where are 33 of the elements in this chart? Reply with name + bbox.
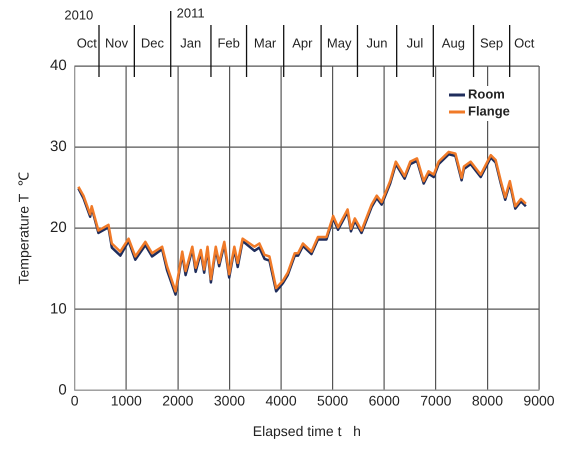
text: Apr [292, 36, 314, 51]
y-tick-label: 40 [50, 57, 67, 74]
legend-label: Flange [468, 104, 510, 119]
y-axis-title: Temperature T ℃ [16, 172, 32, 285]
y-tick-label: 30 [50, 138, 67, 156]
y-tick-label: 20 [50, 219, 67, 236]
text: Dec [140, 36, 165, 51]
text: 2010 [64, 8, 94, 23]
text: Oct [76, 36, 98, 51]
text: Jun [366, 36, 388, 51]
text: Mar [254, 36, 277, 51]
text: Jul [406, 36, 424, 51]
x-tick-label: 3000 [214, 392, 246, 408]
x-tick-label: 0 [70, 392, 79, 408]
y-tick-label: 10 [50, 300, 67, 318]
x-tick-label: 2000 [162, 392, 194, 408]
x-tick-label: 6000 [368, 392, 400, 408]
text: Jan [180, 36, 202, 51]
legend-label: Room [468, 86, 505, 102]
text: Sep [480, 36, 504, 51]
x-axis-title: Elapsed time t h [252, 423, 361, 440]
x-tick-label: 1000 [110, 392, 142, 408]
text: 2011 [176, 6, 205, 21]
x-tick-label: 5000 [317, 392, 348, 408]
text: Feb [217, 36, 240, 51]
x-tick-label: 7000 [420, 392, 452, 408]
text: May [326, 36, 352, 51]
text: Oct [514, 36, 535, 51]
text: Nov [105, 36, 129, 51]
x-tick-label: 8000 [472, 392, 504, 408]
text: Aug [442, 36, 465, 51]
x-tick-label: 9000 [523, 392, 555, 408]
x-tick-label: 4000 [265, 392, 297, 408]
